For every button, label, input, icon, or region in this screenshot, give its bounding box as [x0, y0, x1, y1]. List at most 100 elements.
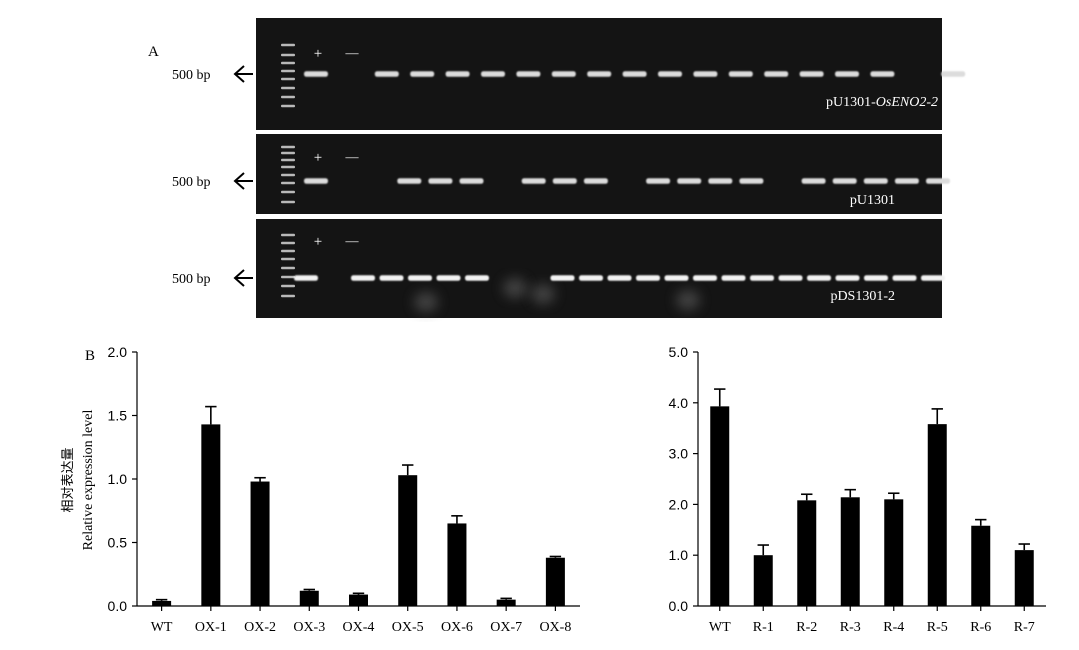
bar	[797, 500, 817, 606]
x-tick-label: OX-3	[293, 620, 325, 635]
gel-band	[864, 275, 888, 281]
bar	[545, 557, 565, 606]
gel-band	[835, 275, 860, 281]
gel-band	[728, 71, 753, 77]
gel-band	[397, 178, 422, 184]
error-bar	[500, 597, 512, 600]
gel-band	[551, 71, 576, 77]
negative-control-label: —	[345, 233, 360, 248]
y-tick-label: 1.0	[669, 547, 689, 563]
bar	[152, 600, 172, 606]
gel-band	[408, 275, 432, 281]
ladder-band	[281, 241, 295, 245]
arrow-left-icon	[233, 65, 253, 83]
marker-size-label: 500 bp	[172, 272, 211, 287]
gel-band	[778, 275, 803, 281]
bar	[299, 590, 319, 606]
gel-band	[739, 178, 764, 184]
gel-band	[832, 178, 857, 184]
error-bar	[931, 408, 943, 425]
gel-background	[256, 219, 942, 318]
gel-band	[436, 275, 461, 281]
panel-a-label: A	[148, 44, 159, 60]
bar	[710, 406, 730, 606]
ladder-band	[281, 145, 295, 149]
error-bar	[303, 588, 315, 591]
y-tick-label: 4.0	[669, 395, 689, 411]
gel-background	[256, 134, 942, 214]
gel-band	[294, 275, 318, 281]
gel-band	[521, 178, 546, 184]
gel-1: + — pU1301-OsENO2-2	[256, 18, 966, 130]
gel-band	[664, 275, 689, 281]
ladder-band	[281, 173, 295, 177]
smear	[531, 284, 555, 304]
x-tick-label: WT	[709, 620, 731, 635]
y-tick-label: 0.5	[108, 535, 128, 551]
gel-band	[863, 178, 888, 184]
x-tick-label: R-4	[883, 620, 904, 635]
bar	[753, 555, 773, 606]
gel-band	[550, 275, 575, 281]
positive-control-label: +	[314, 150, 322, 166]
ladder-band	[281, 61, 295, 65]
bar	[971, 525, 991, 606]
gel-band	[693, 71, 718, 77]
bar	[349, 594, 368, 606]
gel-band	[801, 178, 826, 184]
error-bar	[844, 488, 856, 498]
bar	[927, 424, 947, 606]
x-tick-label: R-1	[753, 620, 774, 635]
ladder-band	[281, 294, 295, 298]
positive-control-label: +	[314, 234, 322, 250]
bar	[840, 497, 860, 606]
error-bar	[549, 555, 562, 558]
gel-band	[351, 275, 375, 281]
bar	[447, 523, 467, 606]
gel-band	[459, 178, 484, 184]
gel-band	[941, 71, 966, 77]
smear	[414, 292, 438, 312]
positive-control-label: +	[314, 46, 322, 62]
error-bar	[757, 544, 769, 556]
gel-band	[428, 178, 453, 184]
gel-band	[835, 71, 859, 77]
error-bar	[714, 388, 726, 407]
arrow-left-icon	[233, 269, 253, 287]
error-bar	[451, 515, 463, 524]
gel-band	[894, 178, 919, 184]
y-axis-label: 相对表达量 Relative expression level	[61, 410, 96, 551]
gel-band	[587, 71, 612, 77]
x-tick-label: R-2	[796, 620, 817, 635]
error-bar	[155, 598, 168, 601]
gel-band	[750, 275, 774, 281]
ladder-band	[281, 95, 295, 99]
gel-2: + — pU1301	[256, 134, 950, 214]
gel-band	[708, 178, 733, 184]
bar	[1014, 550, 1034, 606]
error-bar	[402, 464, 414, 476]
ladder-band	[281, 158, 295, 162]
ladder-band	[281, 165, 295, 169]
ladder-band	[281, 257, 295, 261]
gel-band	[481, 71, 505, 77]
error-bar	[1018, 543, 1030, 551]
gel-band	[445, 71, 470, 77]
gel-band	[516, 71, 541, 77]
construct-label: pU1301	[850, 193, 895, 208]
y-tick-label: 0.0	[669, 598, 689, 614]
x-tick-label: OX-4	[343, 620, 375, 635]
error-bar	[975, 518, 987, 526]
gel-band	[926, 178, 950, 184]
y-tick-label: 1.5	[108, 408, 128, 424]
y-tick-label: 3.0	[669, 446, 689, 462]
arrow-left-icon	[233, 172, 253, 190]
gel-band	[658, 71, 682, 77]
panel-b-label: B	[85, 348, 95, 364]
y-tick-label: 0.0	[108, 598, 128, 614]
gel-band	[607, 275, 632, 281]
x-tick-label: OX-2	[244, 620, 276, 635]
x-tick-label: R-6	[970, 620, 991, 635]
error-bar	[888, 492, 900, 500]
gel-band	[677, 178, 702, 184]
